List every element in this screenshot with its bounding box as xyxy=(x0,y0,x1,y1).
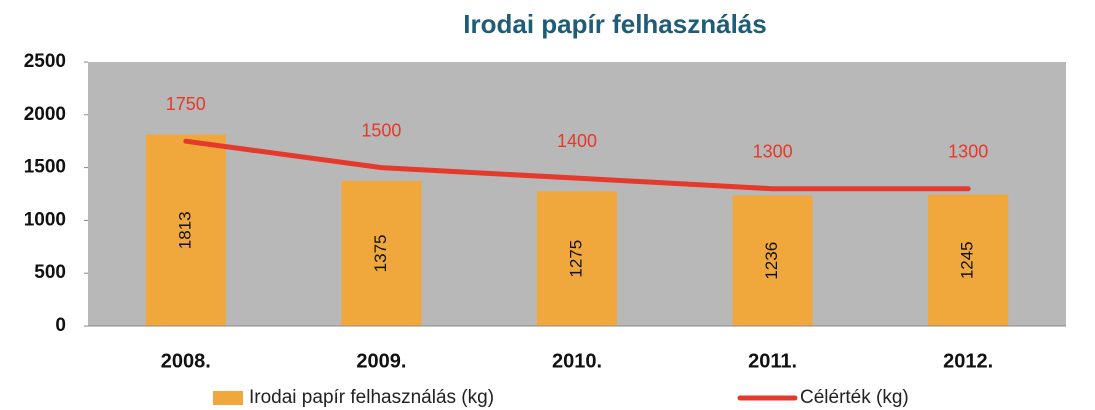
bar-label: 1275 xyxy=(566,240,585,278)
y-tick-label: 2500 xyxy=(24,51,66,72)
bar-label: 1813 xyxy=(175,211,194,249)
line-label: 1300 xyxy=(753,141,793,161)
x-tick-label: 2011. xyxy=(748,350,797,372)
y-tick-label: 1000 xyxy=(24,209,66,230)
y-tick-label: 0 xyxy=(55,315,66,336)
bar xyxy=(145,134,226,326)
bar xyxy=(732,195,813,326)
bar xyxy=(537,191,617,326)
x-tick-label: 2012. xyxy=(943,350,993,372)
legend-label: Irodai papír felhasználás (kg) xyxy=(249,387,494,408)
bar xyxy=(341,180,422,326)
line xyxy=(183,138,971,192)
x-tick-label: 2010. xyxy=(552,350,602,372)
line-label: 1400 xyxy=(557,131,597,151)
legend-label: Célérték (kg) xyxy=(800,387,909,408)
bar-label: 1375 xyxy=(371,234,390,272)
x-tick-label: 2009. xyxy=(356,350,406,372)
legend-swatch xyxy=(213,391,243,405)
y-tick-label: 1500 xyxy=(24,157,66,178)
x-tick-label: 2008. xyxy=(161,350,211,372)
y-tick-label: 2000 xyxy=(24,104,66,125)
chart-title: Irodai papír felhasználás xyxy=(463,9,766,39)
line-label: 1300 xyxy=(948,141,988,161)
y-tick-label: 500 xyxy=(34,262,66,283)
line-label: 1750 xyxy=(166,94,206,114)
line-label: 1500 xyxy=(361,120,401,140)
bar xyxy=(928,194,1009,326)
bar-label: 1236 xyxy=(762,242,781,280)
bar-label: 1245 xyxy=(958,241,977,279)
